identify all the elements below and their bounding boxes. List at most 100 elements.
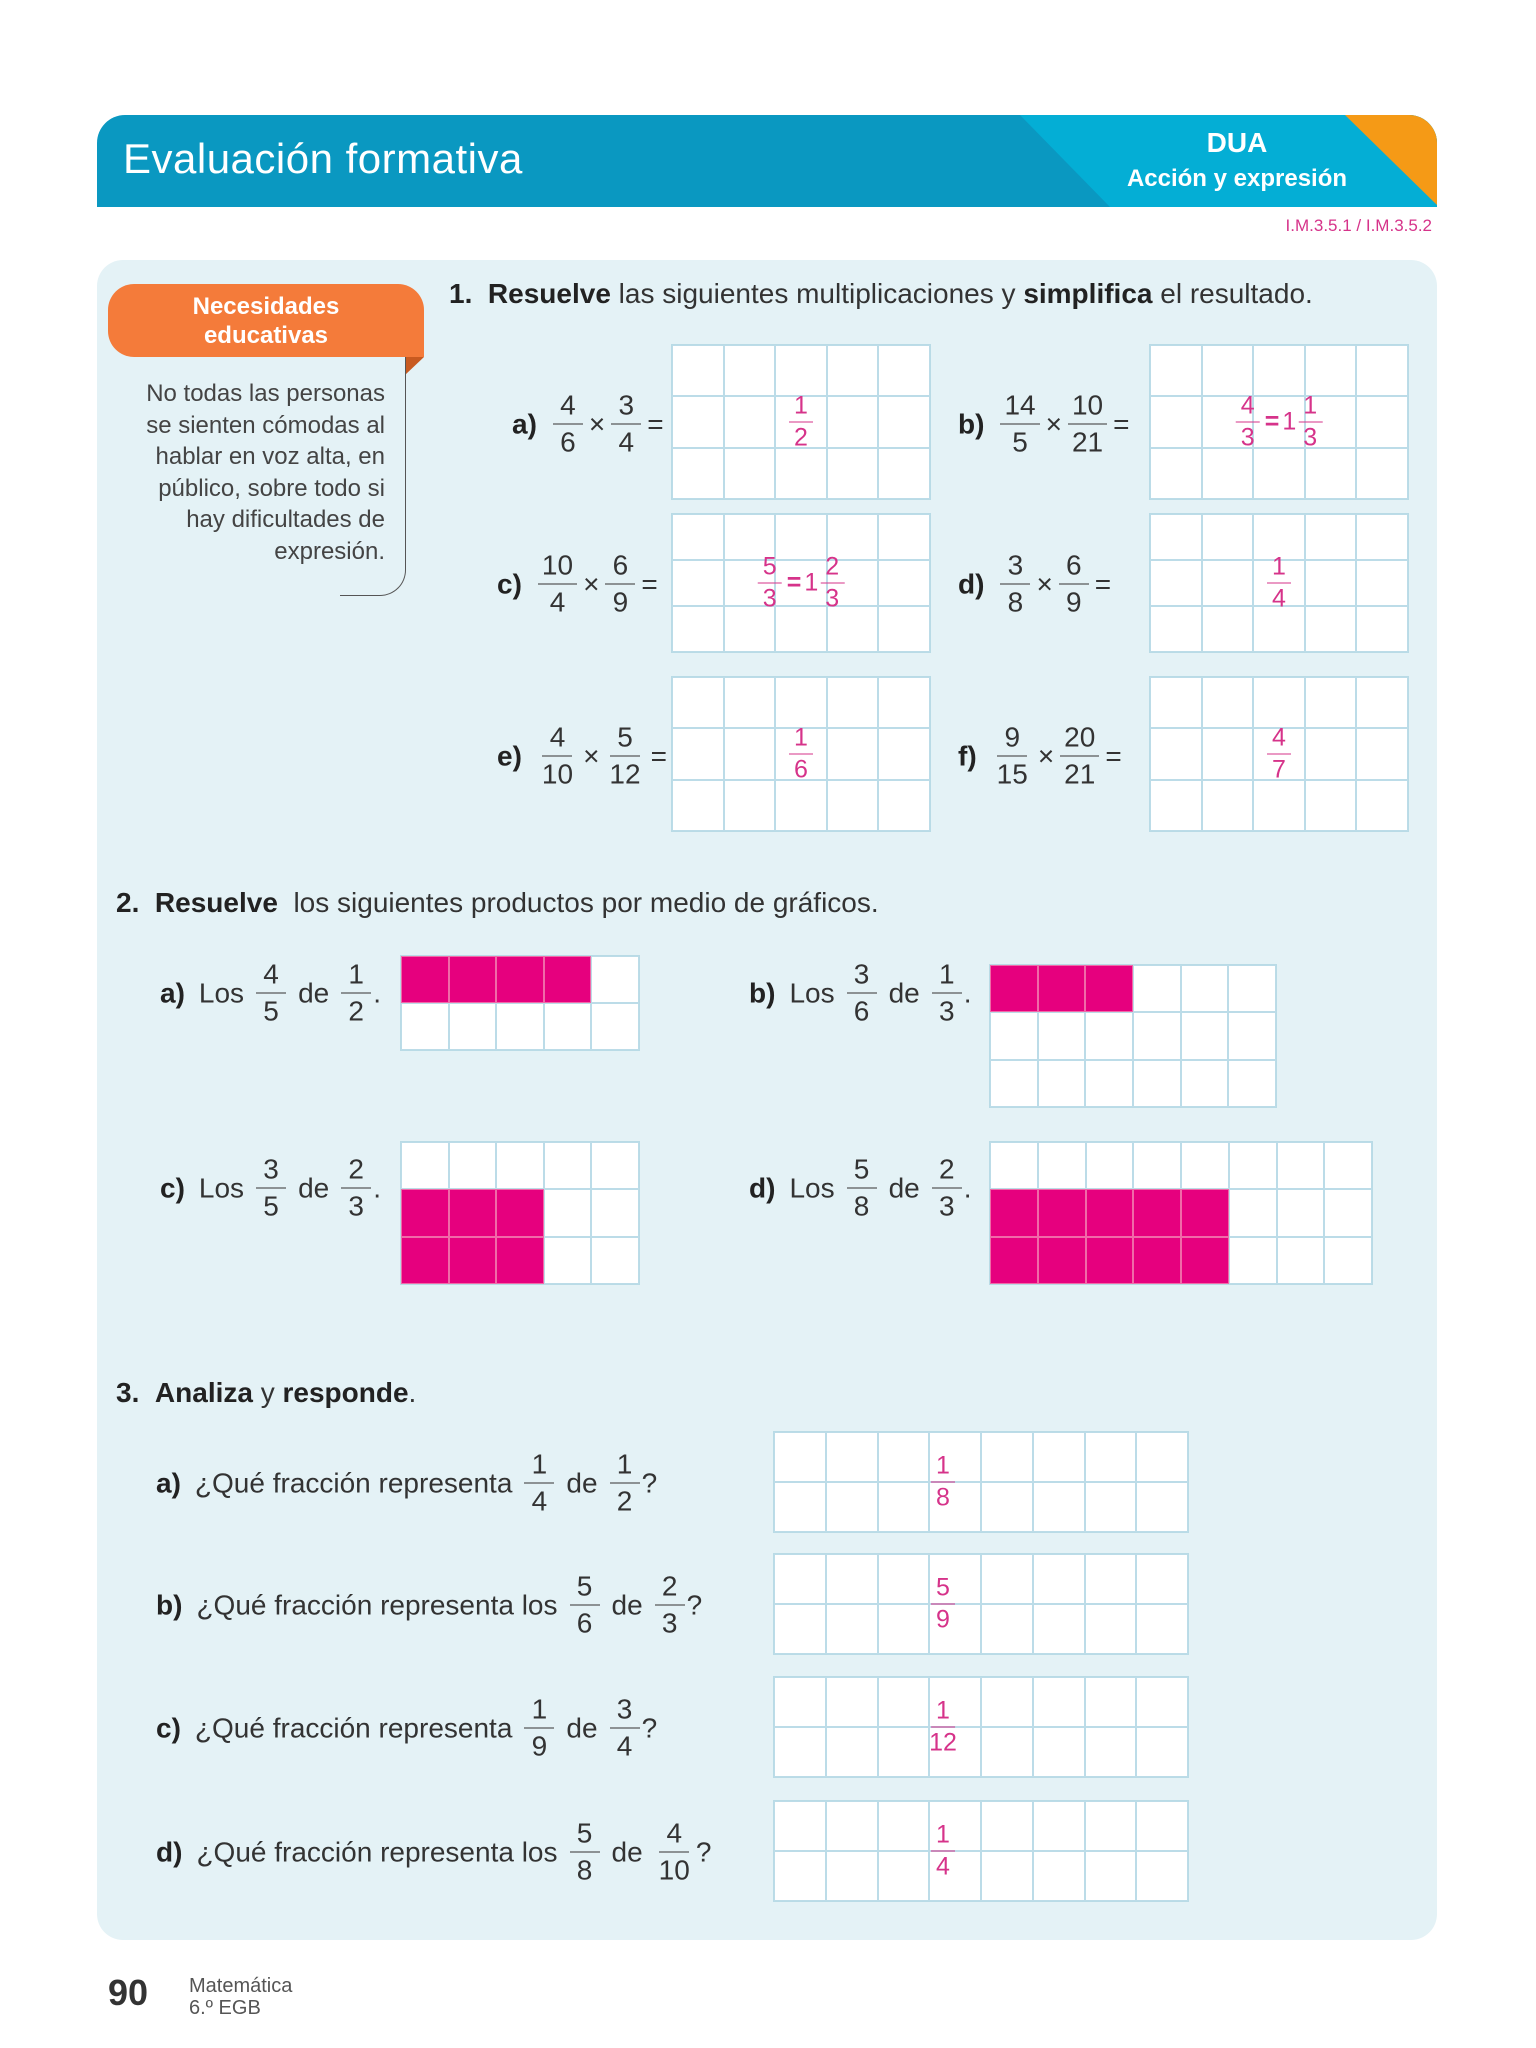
grid-cell (1201, 560, 1254, 606)
denominator: 3 (825, 584, 840, 613)
item-label: c) (156, 1712, 181, 1743)
q2-verb: Resuelve (154, 887, 278, 918)
shaded-cell (1181, 1236, 1229, 1284)
de-word: de (566, 1712, 598, 1743)
grid-cell (826, 779, 879, 831)
grid-cell (401, 1142, 449, 1190)
grid-cell (981, 1677, 1033, 1727)
item-label: c) (160, 1172, 185, 1203)
item-label: a) (160, 977, 185, 1008)
needs-title-1: Necesidades (192, 292, 340, 320)
grid-cell (591, 1189, 639, 1237)
grid-cell (981, 1801, 1033, 1851)
grid-cell (826, 345, 879, 397)
answer-grid (1149, 344, 1409, 500)
q1-number: 1. (449, 278, 473, 309)
grid-cell (1253, 447, 1305, 499)
numerator: 2 (820, 554, 845, 584)
answer-fraction: 1 12 (926, 1698, 960, 1756)
question-mark: ? (641, 1712, 658, 1743)
numerator: 1 (931, 1698, 955, 1728)
grid-cell (723, 345, 776, 397)
shaded-cell (496, 1189, 544, 1237)
q1-verb: Resuelve (487, 278, 611, 309)
answer-grid (671, 513, 931, 653)
los-word: Los (198, 1172, 245, 1203)
q3-item-d: d) ¿Qué fracción representa los 5 8 de 4 10? (156, 1819, 711, 1886)
item-label: a) (512, 408, 537, 439)
denominator: 9 (1066, 586, 1082, 618)
grid-cell (774, 1482, 826, 1532)
numerator: 9 (997, 723, 1028, 757)
times-sign: × (1036, 568, 1053, 599)
grid-cell (496, 1003, 544, 1050)
grid-cell (774, 1432, 826, 1482)
numerator: 1 (609, 1450, 640, 1484)
q3-verb: Analiza (154, 1377, 253, 1408)
shaded-cell (401, 956, 449, 1003)
q3-item-b: b) ¿Qué fracción representa los 5 6 de 2 3? (156, 1572, 702, 1638)
grid-cell (775, 447, 827, 499)
answer-grid (773, 1431, 1189, 1533)
grid-cell (1304, 677, 1357, 729)
grid-cell (1201, 728, 1254, 780)
grid-cell (774, 1554, 826, 1604)
grid-cell (929, 1727, 981, 1777)
denominator: 4 (549, 586, 566, 618)
grid-cell (1356, 677, 1408, 729)
grid-cell (1324, 1189, 1372, 1237)
numerator: 5 (569, 1572, 600, 1606)
grid-cell (1084, 1677, 1137, 1727)
equals-sign: = (786, 568, 802, 597)
grid-cell (1253, 514, 1305, 560)
question-text: ¿Qué fracción representa los (196, 1589, 558, 1620)
numerator: 4 (659, 1819, 690, 1853)
de-word: de (298, 977, 330, 1008)
grid-cell (1150, 728, 1202, 780)
q2-item-b: b) Los 3 6 de 1 3. (749, 960, 972, 1026)
question-text: ¿Qué fracción representa (194, 1467, 513, 1498)
grid-cell (1324, 1236, 1372, 1284)
grid-cell (877, 1727, 930, 1777)
grid-cell (1228, 1142, 1277, 1190)
grid-cell (1228, 1012, 1276, 1060)
denominator: 8 (936, 1483, 950, 1512)
grid-cell (825, 1851, 878, 1901)
grid-cell (774, 1604, 826, 1654)
question-mark: ? (641, 1467, 658, 1498)
whole-part: 1 (1282, 407, 1297, 436)
grid-cell (929, 1482, 981, 1532)
fraction-diagram (400, 1141, 640, 1285)
q2-number: 2. (116, 887, 140, 918)
grid-cell (1201, 514, 1254, 560)
grid-cell (1133, 1059, 1181, 1107)
grid-cell (929, 1801, 981, 1851)
grid-cell (1201, 677, 1254, 729)
q3-text2: . (408, 1377, 417, 1408)
denominator: 3 (1240, 423, 1255, 452)
grid-cell (1356, 396, 1408, 448)
grid-cell (1180, 1059, 1229, 1107)
grid-cell (826, 606, 879, 652)
grid-cell (1253, 345, 1305, 397)
grid-cell (1150, 514, 1202, 560)
numerator: 6 (605, 551, 636, 585)
q1-text: las siguientes multiplicaciones y (610, 278, 1024, 309)
grid-cell (1037, 1012, 1086, 1060)
numerator: 4 (552, 391, 583, 425)
grid-cell (1037, 1142, 1086, 1190)
denominator: 8 (576, 1854, 593, 1886)
numerator: 1 (1267, 554, 1291, 584)
grid-cell (825, 1554, 878, 1604)
equals-sign: = (650, 740, 667, 771)
